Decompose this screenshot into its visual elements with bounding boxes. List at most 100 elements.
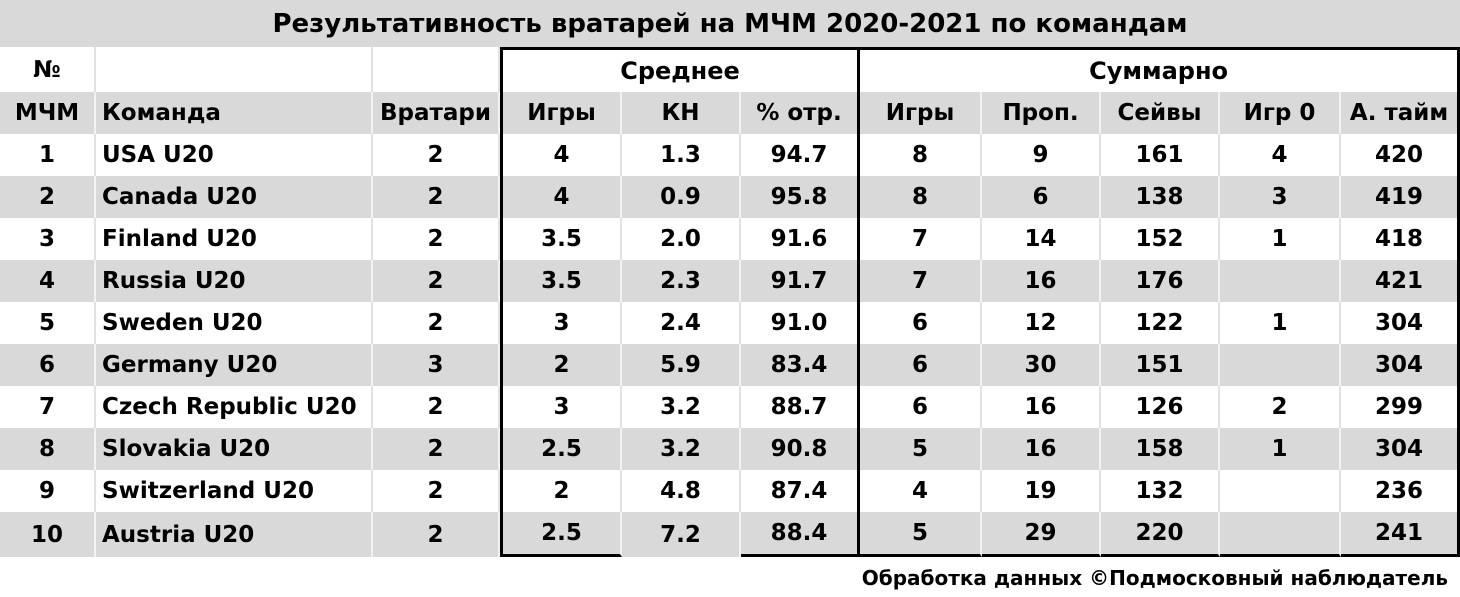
cell-team: USA U20 xyxy=(96,134,373,176)
cell-goalies: 2 xyxy=(373,386,500,428)
cell-team: Sweden U20 xyxy=(96,302,373,344)
cell-games: 8 xyxy=(860,134,983,176)
header-tot-toi: А. тайм xyxy=(1341,92,1460,134)
cell-time-on-ice: 304 xyxy=(1341,302,1460,344)
cell-gaa: 3.2 xyxy=(622,386,741,428)
cell-team: Canada U20 xyxy=(96,176,373,218)
cell-save-pct: 83.4 xyxy=(741,344,861,386)
cell-goalies: 2 xyxy=(373,176,500,218)
cell-goalies: 2 xyxy=(373,134,500,176)
cell-team: Switzerland U20 xyxy=(96,470,373,512)
cell-time-on-ice: 241 xyxy=(1341,512,1460,557)
cell-goals-against: 16 xyxy=(982,260,1102,302)
cell-saves: 158 xyxy=(1101,428,1221,470)
cell-time-on-ice: 236 xyxy=(1341,470,1460,512)
cell-shutouts xyxy=(1220,470,1342,512)
table-row: 9 Switzerland U20 2 2 4.8 87.4 4 19 132 236 xyxy=(0,470,1460,512)
header-tot-shutouts: Игр 0 xyxy=(1220,92,1342,134)
cell-gaa: 5.9 xyxy=(622,344,741,386)
cell-goalies: 2 xyxy=(373,428,500,470)
cell-save-pct: 95.8 xyxy=(741,176,861,218)
header-tot-games: Игры xyxy=(860,92,983,134)
cell-games: 7 xyxy=(860,260,983,302)
header-group-total: Суммарно xyxy=(860,47,1460,92)
cell-games: 7 xyxy=(860,218,983,260)
cell-goals-against: 12 xyxy=(982,302,1102,344)
table-row: 6 Germany U20 3 2 5.9 83.4 6 30 151 304 xyxy=(0,344,1460,386)
cell-save-pct: 87.4 xyxy=(741,470,861,512)
cell-team: Slovakia U20 xyxy=(96,428,373,470)
header-blank xyxy=(373,47,500,92)
cell-gaa: 0.9 xyxy=(622,176,741,218)
cell-time-on-ice: 419 xyxy=(1341,176,1460,218)
table-title: Результативность вратарей на МЧМ 2020-20… xyxy=(0,0,1460,49)
header-num-bottom: МЧМ xyxy=(0,92,96,134)
cell-saves: 122 xyxy=(1101,302,1221,344)
cell-avg-games: 2.5 xyxy=(500,428,622,470)
table-row: 7 Czech Republic U20 2 3 3.2 88.7 6 16 126 2 299 xyxy=(0,386,1460,428)
header-avg-games: Игры xyxy=(500,92,622,134)
cell-gaa: 7.2 xyxy=(622,512,741,557)
cell-goalies: 2 xyxy=(373,260,500,302)
cell-goals-against: 30 xyxy=(982,344,1102,386)
cell-time-on-ice: 420 xyxy=(1341,134,1460,176)
table-row: 2 Canada U20 2 4 0.9 95.8 8 6 138 3 419 xyxy=(0,176,1460,218)
cell-goals-against: 16 xyxy=(982,386,1102,428)
cell-avg-games: 3 xyxy=(500,386,622,428)
cell-gaa: 2.4 xyxy=(622,302,741,344)
cell-team: Russia U20 xyxy=(96,260,373,302)
cell-time-on-ice: 304 xyxy=(1341,428,1460,470)
cell-saves: 176 xyxy=(1101,260,1221,302)
cell-goalies: 2 xyxy=(373,218,500,260)
cell-time-on-ice: 421 xyxy=(1341,260,1460,302)
cell-rank: 9 xyxy=(0,470,96,512)
cell-time-on-ice: 299 xyxy=(1341,386,1460,428)
cell-saves: 220 xyxy=(1101,512,1221,557)
cell-team: Finland U20 xyxy=(96,218,373,260)
cell-gaa: 4.8 xyxy=(622,470,741,512)
cell-goalies: 3 xyxy=(373,344,500,386)
cell-saves: 132 xyxy=(1101,470,1221,512)
cell-avg-games: 2 xyxy=(500,470,622,512)
cell-rank: 7 xyxy=(0,386,96,428)
table-row: 1 USA U20 2 4 1.3 94.7 8 9 161 4 420 xyxy=(0,134,1460,176)
table-row: 8 Slovakia U20 2 2.5 3.2 90.8 5 16 158 1 304 xyxy=(0,428,1460,470)
header-team: Команда xyxy=(96,92,373,134)
cell-team: Austria U20 xyxy=(96,512,373,557)
cell-save-pct: 88.7 xyxy=(741,386,861,428)
cell-goals-against: 14 xyxy=(982,218,1102,260)
header-avg-svpct: % отр. xyxy=(741,92,861,134)
cell-goalies: 2 xyxy=(373,512,500,557)
cell-goals-against: 19 xyxy=(982,470,1102,512)
cell-saves: 152 xyxy=(1101,218,1221,260)
cell-games: 5 xyxy=(860,428,983,470)
cell-shutouts xyxy=(1220,344,1342,386)
cell-games: 8 xyxy=(860,176,983,218)
cell-goals-against: 29 xyxy=(982,512,1102,557)
cell-gaa: 1.3 xyxy=(622,134,741,176)
cell-shutouts: 3 xyxy=(1220,176,1342,218)
footer-credit: Обработка данных ©Подмосковный наблюдате… xyxy=(861,566,1448,590)
cell-goalies: 2 xyxy=(373,302,500,344)
cell-time-on-ice: 304 xyxy=(1341,344,1460,386)
cell-rank: 1 xyxy=(0,134,96,176)
cell-games: 6 xyxy=(860,344,983,386)
header-avg-gaa: КН xyxy=(622,92,741,134)
table-row: 3 Finland U20 2 3.5 2.0 91.6 7 14 152 1 418 xyxy=(0,218,1460,260)
table-row: 4 Russia U20 2 3.5 2.3 91.7 7 16 176 421 xyxy=(0,260,1460,302)
cell-save-pct: 91.7 xyxy=(741,260,861,302)
cell-saves: 138 xyxy=(1101,176,1221,218)
cell-gaa: 2.0 xyxy=(622,218,741,260)
cell-rank: 10 xyxy=(0,512,96,557)
cell-avg-games: 3.5 xyxy=(500,218,622,260)
cell-save-pct: 90.8 xyxy=(741,428,861,470)
cell-games: 5 xyxy=(860,512,983,557)
cell-gaa: 3.2 xyxy=(622,428,741,470)
cell-save-pct: 91.0 xyxy=(741,302,861,344)
cell-rank: 4 xyxy=(0,260,96,302)
table-row: 10 Austria U20 2 2.5 7.2 88.4 5 29 220 241 xyxy=(0,512,1460,557)
cell-games: 6 xyxy=(860,302,983,344)
header-blank xyxy=(96,47,373,92)
cell-avg-games: 2 xyxy=(500,344,622,386)
cell-rank: 6 xyxy=(0,344,96,386)
